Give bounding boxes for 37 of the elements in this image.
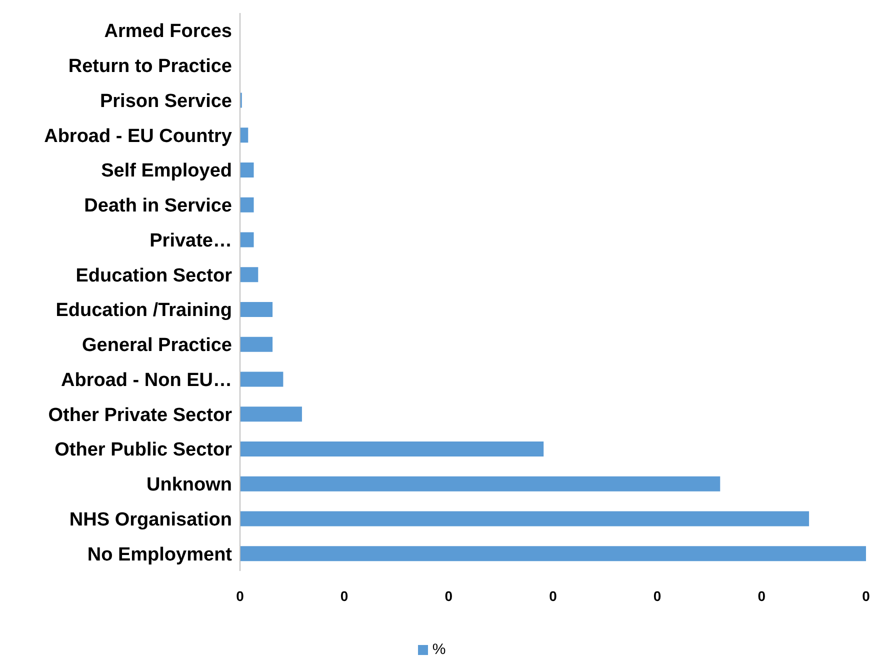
bar <box>240 336 273 352</box>
bar <box>240 232 254 248</box>
text: 0 <box>548 588 558 604</box>
y-tick-label: Abroad - EU Country <box>44 126 232 147</box>
text: 0 <box>339 588 350 604</box>
bar <box>240 128 248 143</box>
bar <box>240 476 720 492</box>
bar <box>240 511 810 526</box>
y-tick-label: Education Sector <box>76 265 233 286</box>
y-tick-label: No Employment <box>87 544 233 566</box>
y-tick-label: Other Public Sector <box>54 440 233 461</box>
text: 0 <box>652 588 662 604</box>
y-tick-label: Death in Service <box>84 196 232 217</box>
text: 0 <box>861 588 871 604</box>
y-tick-label: NHS Organisation <box>69 509 232 530</box>
legend-label: % <box>432 641 446 658</box>
y-tick-label: Education /Training <box>56 300 232 322</box>
bar <box>240 372 284 387</box>
bar <box>240 197 254 212</box>
y-tick-label: Armed Forces <box>104 21 232 42</box>
text: 0 <box>235 588 245 604</box>
y-tick-label: Prison Service <box>100 90 232 112</box>
y-tick-label: Other Private Sector <box>48 404 233 426</box>
y-tick-label: Return to Practice <box>68 56 232 78</box>
text: 0 <box>444 588 454 604</box>
text: 0 <box>756 588 767 604</box>
y-tick-label: Self Employed <box>101 160 232 182</box>
y-tick-label: General Practice <box>82 335 232 356</box>
y-tick-label: Private… <box>150 230 232 252</box>
bar <box>240 406 302 422</box>
bar <box>240 162 254 178</box>
bar <box>240 546 866 562</box>
bar <box>240 267 258 282</box>
y-tick-label: Abroad - Non EU… <box>61 370 232 391</box>
bar <box>240 302 273 317</box>
bar <box>240 442 544 456</box>
y-tick-label: Unknown <box>146 474 232 496</box>
